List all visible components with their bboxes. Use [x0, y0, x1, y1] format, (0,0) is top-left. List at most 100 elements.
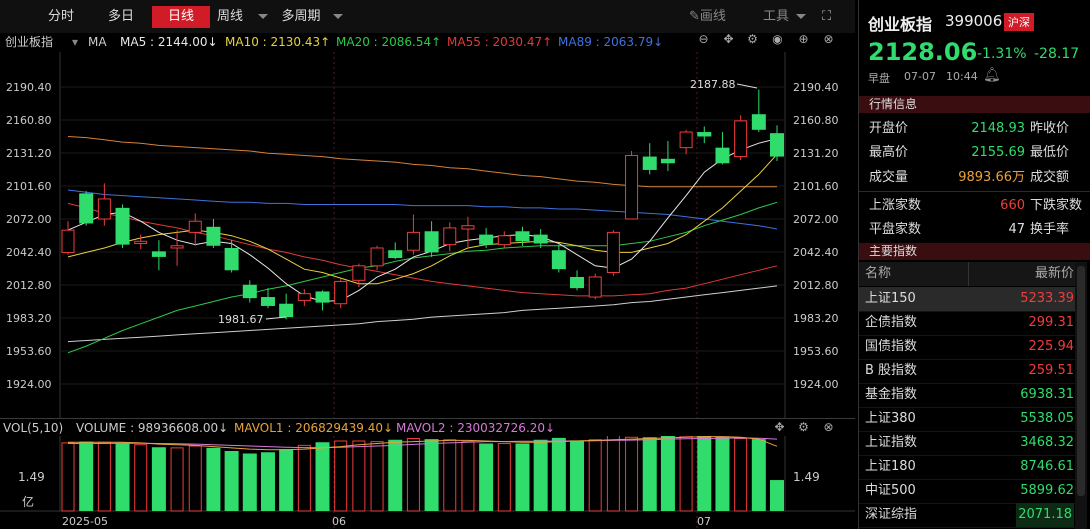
candle-body	[188, 220, 202, 233]
candle[interactable]	[424, 221, 439, 257]
col-name[interactable]: 名称	[865, 266, 892, 281]
candle[interactable]	[297, 289, 311, 306]
index-row[interactable]: 基金指数 6938.31	[859, 383, 1076, 408]
index-price: 2071.18	[1016, 503, 1074, 527]
plus-icon[interactable]: ⊕	[798, 32, 809, 46]
candle-body	[734, 120, 748, 158]
date-label: 2025-05	[62, 515, 108, 528]
candle[interactable]	[279, 293, 294, 320]
index-row[interactable]: 上证380 5538.05	[859, 407, 1076, 432]
candle[interactable]	[188, 213, 202, 246]
scrollbar[interactable]	[1075, 262, 1087, 529]
close-icon[interactable]: ⊗	[823, 32, 834, 46]
session-label: 早盘	[868, 72, 890, 85]
candle[interactable]	[551, 244, 566, 273]
candle[interactable]	[770, 125, 784, 162]
gear-icon[interactable]: ⚙	[747, 32, 758, 46]
chevron-down-icon[interactable]	[333, 14, 343, 19]
candle[interactable]	[388, 242, 403, 260]
candle[interactable]	[588, 273, 602, 300]
candle-body	[551, 250, 566, 270]
volume-value: VOLUME : 98936608.00↓	[76, 421, 229, 435]
candle-body	[115, 207, 130, 245]
candle[interactable]	[115, 204, 130, 248]
candle[interactable]	[170, 230, 184, 266]
move-icon[interactable]: ✥	[723, 32, 734, 46]
candle[interactable]	[151, 240, 166, 271]
close-icon[interactable]: ⊗	[823, 420, 834, 434]
candle[interactable]	[515, 226, 530, 246]
price-tick-right: 1983.20	[793, 312, 839, 325]
candle[interactable]	[570, 270, 585, 291]
candle[interactable]	[206, 219, 221, 248]
candle[interactable]	[315, 290, 330, 311]
price-tick-right: 2160.80	[793, 114, 839, 127]
candle[interactable]	[352, 263, 366, 288]
tab-daily[interactable]: 日线	[152, 6, 210, 28]
candle-body	[334, 280, 348, 305]
candle[interactable]	[497, 231, 511, 248]
market-info-header: 行情信息	[859, 96, 1090, 113]
draw-line-button[interactable]: ✎画线	[689, 9, 726, 24]
chevron-down-icon[interactable]: ▾	[72, 35, 79, 49]
index-row[interactable]: 上证150 5233.39	[859, 287, 1076, 312]
col-price[interactable]: 最新价	[1034, 266, 1074, 281]
candle[interactable]	[242, 280, 257, 303]
candle[interactable]	[443, 222, 457, 252]
move-icon[interactable]: ✥	[774, 420, 785, 434]
candle[interactable]	[370, 245, 384, 271]
tools-button[interactable]: 工具	[763, 9, 790, 24]
volume-bar	[715, 436, 730, 511]
candlestick-chart[interactable]: 2190.40 2190.40 2160.80 2160.80 2131.20 2131.…	[0, 52, 855, 418]
info-label: 最高价	[869, 145, 909, 160]
fullscreen-icon[interactable]: ⛶	[822, 9, 832, 24]
candle[interactable]	[97, 183, 111, 226]
candle[interactable]	[260, 288, 275, 309]
gear-icon[interactable]: ⚙	[798, 420, 809, 434]
scrollbar-thumb[interactable]	[1077, 266, 1085, 496]
minus-icon[interactable]: ⊖	[698, 32, 709, 46]
candle[interactable]	[79, 191, 94, 226]
candle[interactable]	[334, 279, 348, 309]
tab-multi-day[interactable]: 多日	[107, 9, 134, 24]
candle[interactable]	[660, 140, 675, 172]
candle[interactable]	[715, 132, 730, 165]
vol-label[interactable]: VOL(5,10)	[3, 421, 64, 435]
bell-icon[interactable]: 🔔︎	[983, 67, 1001, 83]
candle[interactable]	[479, 227, 494, 248]
candle[interactable]	[606, 230, 620, 276]
tab-intraday[interactable]: 分时	[47, 9, 74, 24]
index-row[interactable]: B 股指数 259.51	[859, 359, 1076, 384]
index-row[interactable]: 国债指数 225.94	[859, 335, 1076, 360]
candle[interactable]	[751, 89, 766, 133]
candle[interactable]	[625, 150, 639, 220]
tab-multi-period[interactable]: 多周期	[281, 9, 321, 24]
info-label: 上涨家数	[869, 198, 922, 213]
major-indices-header: 主要指数	[859, 243, 1090, 260]
candle[interactable]	[134, 234, 148, 250]
chevron-down-icon[interactable]	[796, 14, 806, 19]
index-row[interactable]: 企债指数 299.31	[859, 311, 1076, 336]
index-row[interactable]: 深证综指 2071.18	[859, 503, 1076, 528]
volume-chart[interactable]: 1.49 亿 1.49 2025-05 06 07	[0, 436, 855, 529]
info-row: 成交量 9893.66万 成交额	[859, 166, 1090, 189]
candle[interactable]	[406, 214, 420, 255]
dot-menu-icon[interactable]: ◉	[772, 32, 783, 46]
tab-weekly[interactable]: 周线	[216, 9, 243, 24]
ma-label[interactable]: MA	[88, 35, 107, 49]
index-row[interactable]: 上证180 8746.61	[859, 455, 1076, 480]
index-row[interactable]: 中证500 5899.62	[859, 479, 1076, 504]
candle[interactable]	[461, 216, 475, 248]
candle-body	[134, 240, 148, 245]
chevron-down-icon[interactable]	[258, 14, 268, 19]
index-row[interactable]: 上证指数 3468.32	[859, 431, 1076, 456]
candle[interactable]	[697, 126, 712, 144]
candle[interactable]	[679, 129, 693, 155]
index-name: 上证150	[865, 291, 916, 306]
candle[interactable]	[61, 221, 75, 255]
candle[interactable]	[224, 240, 239, 273]
candle[interactable]	[642, 143, 657, 175]
candle[interactable]	[533, 229, 548, 248]
candle[interactable]	[734, 115, 748, 160]
indices-table-header: 名称 最新价	[859, 262, 1076, 286]
